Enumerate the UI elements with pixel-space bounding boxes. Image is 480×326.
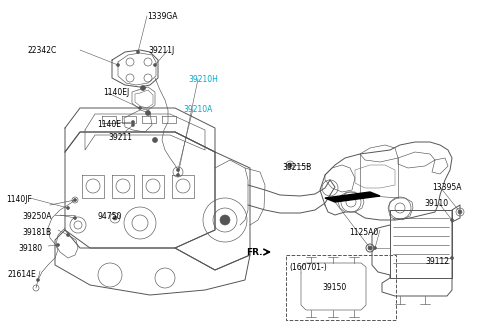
Circle shape: [154, 64, 156, 67]
Circle shape: [288, 164, 291, 167]
Circle shape: [220, 215, 230, 225]
Text: 39150: 39150: [322, 283, 346, 292]
Circle shape: [67, 206, 70, 210]
Circle shape: [373, 246, 376, 249]
Text: 1140JF: 1140JF: [6, 195, 32, 204]
Circle shape: [113, 216, 117, 220]
Circle shape: [458, 211, 461, 214]
Circle shape: [451, 257, 454, 259]
Text: (160701-): (160701-): [289, 263, 327, 272]
Circle shape: [139, 107, 142, 110]
Circle shape: [136, 51, 140, 53]
Text: 39180: 39180: [18, 244, 42, 253]
Circle shape: [288, 163, 292, 167]
Circle shape: [177, 173, 180, 176]
Text: 39181B: 39181B: [22, 228, 51, 237]
Circle shape: [73, 199, 76, 201]
Text: 1140E: 1140E: [97, 120, 121, 129]
Text: 39210A: 39210A: [183, 105, 212, 114]
Circle shape: [451, 218, 454, 221]
Polygon shape: [325, 192, 380, 202]
Text: 1140EJ: 1140EJ: [103, 88, 129, 97]
Circle shape: [57, 244, 60, 246]
Text: 1339GA: 1339GA: [147, 12, 178, 21]
Circle shape: [36, 278, 39, 281]
Circle shape: [153, 138, 157, 142]
Circle shape: [145, 111, 151, 115]
Circle shape: [141, 85, 145, 91]
Text: 21614E: 21614E: [8, 270, 37, 279]
Text: 13395A: 13395A: [432, 183, 461, 192]
Text: 39210H: 39210H: [188, 75, 218, 84]
Circle shape: [132, 121, 134, 124]
Text: 39215B: 39215B: [282, 163, 311, 172]
Circle shape: [73, 216, 76, 219]
Text: 39110: 39110: [424, 199, 448, 208]
Circle shape: [113, 216, 117, 219]
Text: 39211: 39211: [108, 133, 132, 142]
Circle shape: [177, 169, 180, 171]
Text: 1125A0: 1125A0: [349, 228, 378, 237]
Text: 22342C: 22342C: [28, 46, 57, 55]
Text: 39112: 39112: [425, 257, 449, 266]
Circle shape: [132, 124, 134, 126]
Text: 39211J: 39211J: [148, 46, 174, 55]
Circle shape: [368, 246, 372, 250]
Text: 94750: 94750: [97, 212, 121, 221]
Text: FR.: FR.: [246, 248, 263, 257]
Text: 39250A: 39250A: [22, 212, 51, 221]
Bar: [286, 255, 396, 320]
Circle shape: [67, 233, 70, 236]
Circle shape: [117, 64, 120, 67]
